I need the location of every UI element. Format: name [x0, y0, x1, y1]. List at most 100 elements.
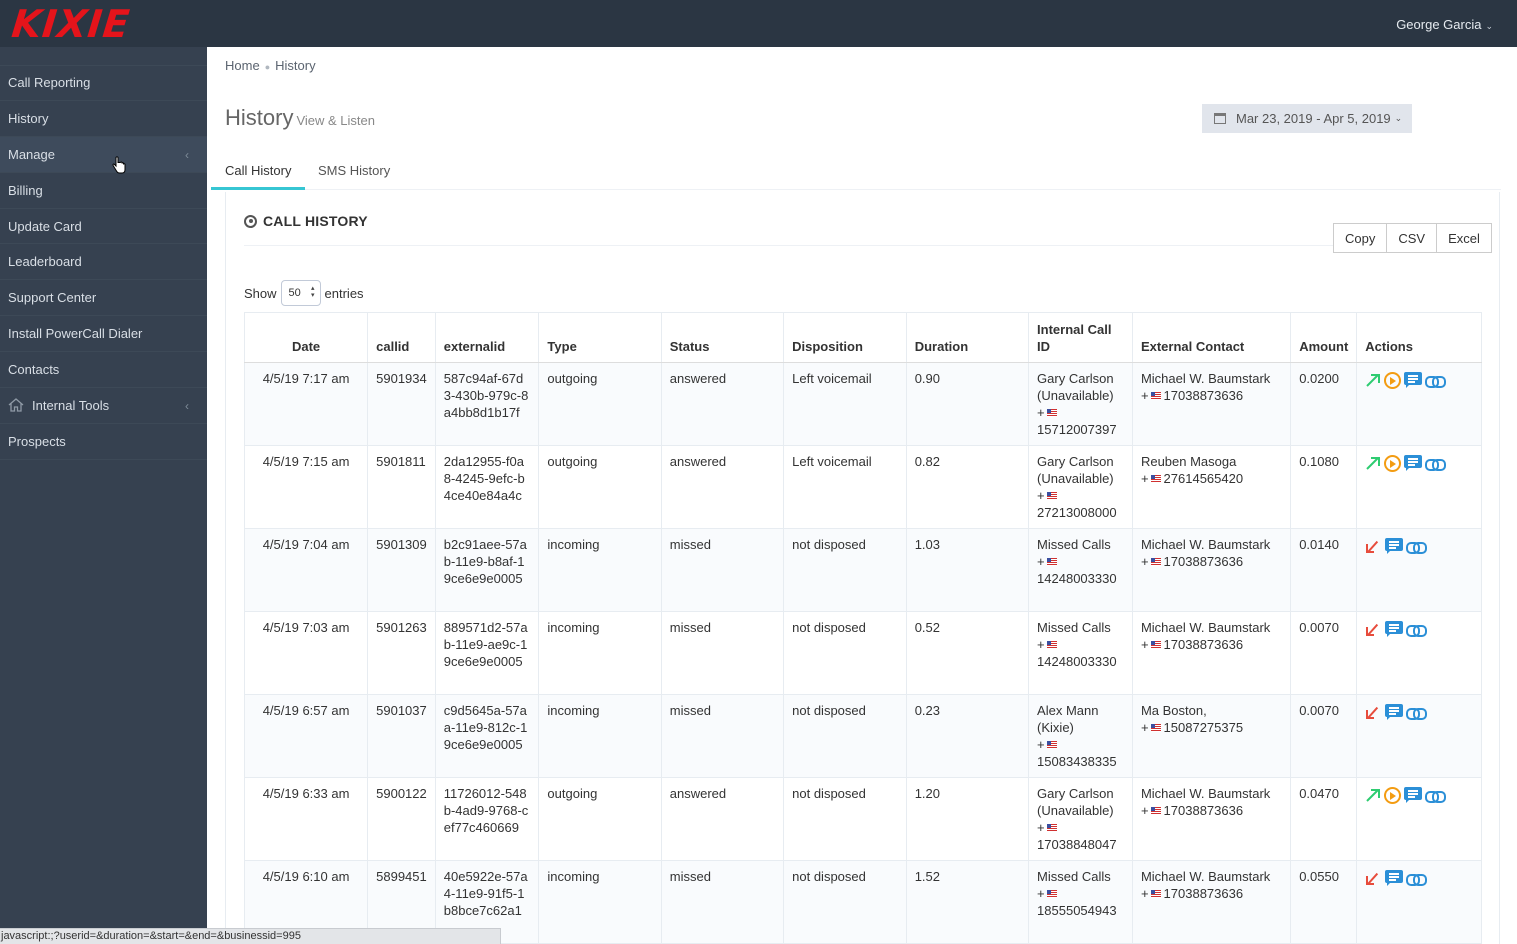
message-icon[interactable]	[1385, 870, 1404, 887]
csv-button[interactable]: CSV	[1387, 224, 1438, 252]
column-header-status[interactable]: Status	[660, 312, 785, 363]
column-header-type[interactable]: Type	[538, 312, 662, 363]
message-icon[interactable]	[1385, 538, 1404, 555]
cell-actions	[1356, 445, 1482, 529]
cell-status: missed	[660, 528, 785, 612]
cell-internal-call-id: Missed Calls +14248003330	[1028, 528, 1133, 612]
cell-duration: 1.52	[905, 860, 1030, 944]
missed-call-icon[interactable]	[1365, 539, 1382, 555]
cell-date: 4/5/19 7:03 am	[243, 611, 369, 695]
kixie-logo[interactable]: KIXIE	[9, 2, 133, 46]
sidebar-item-manage[interactable]: Manage ‹	[0, 136, 207, 173]
cell-callid: 5900122	[367, 777, 436, 861]
copy-button[interactable]: Copy	[1334, 224, 1388, 252]
tab-sms-history[interactable]: SMS History	[318, 163, 391, 178]
sidebar-item-label: Leaderboard	[8, 254, 82, 270]
external-name: Ma Boston,	[1140, 703, 1207, 718]
externalid-text: 11726012-548b-4ad9-9768-cef77c460669	[443, 786, 529, 835]
outgoing-call-icon[interactable]	[1365, 456, 1381, 472]
sidebar-item-internal-tools[interactable]: Internal Tools ‹	[0, 388, 207, 424]
sidebar-item-install-powercall-dialer[interactable]: Install PowerCall Dialer	[0, 316, 207, 353]
entries-select[interactable]: 50	[280, 280, 321, 306]
link-icon[interactable]	[1425, 375, 1447, 388]
message-icon[interactable]	[1404, 455, 1423, 472]
column-header-amount[interactable]: Amount	[1290, 312, 1358, 363]
top-navbar: KIXIE George Garcia ⌄	[0, 0, 1517, 47]
column-header-date[interactable]: Date	[243, 312, 369, 363]
message-icon[interactable]	[1385, 704, 1404, 721]
internal-number-line: +18555054943	[1037, 886, 1117, 918]
column-header-disposition[interactable]: Disposition	[783, 312, 907, 363]
cell-callid: 5901811	[367, 445, 436, 529]
outgoing-call-icon[interactable]	[1365, 788, 1381, 804]
sidebar-item-history[interactable]: History	[0, 101, 207, 137]
column-header-duration[interactable]: Duration	[905, 312, 1030, 363]
link-icon[interactable]	[1406, 541, 1428, 554]
excel-button[interactable]: Excel	[1437, 224, 1491, 252]
link-icon[interactable]	[1406, 624, 1428, 637]
sidebar-item-label: Manage	[8, 146, 55, 162]
row-actions	[1365, 453, 1473, 472]
sidebar-item-contacts[interactable]: Contacts	[0, 352, 207, 389]
sidebar-item-call-reporting[interactable]: Call Reporting	[0, 65, 207, 101]
page-title: History View & Listen	[225, 105, 375, 131]
call-history-table: Date callid externalid Type Status Dispo…	[243, 312, 1482, 944]
sidebar-item-leaderboard[interactable]: Leaderboard	[0, 244, 207, 281]
sidebar-item-prospects[interactable]: Prospects	[0, 424, 207, 460]
external-name: Michael W. Baumstark	[1140, 786, 1271, 801]
play-recording-icon[interactable]	[1384, 455, 1402, 472]
external-name: Michael W. Baumstark	[1140, 537, 1271, 552]
externalid-text: 889571d2-57ab-11e9-ae9c-19ce6e9e0005	[443, 620, 528, 669]
column-header-callid[interactable]: callid	[367, 312, 436, 363]
play-recording-icon[interactable]	[1384, 372, 1402, 389]
internal-name: Missed Calls	[1037, 537, 1111, 552]
internal-name: Gary Carlson (Unavailable)	[1037, 371, 1114, 403]
missed-call-icon[interactable]	[1365, 622, 1382, 638]
link-icon[interactable]	[1425, 458, 1447, 471]
link-icon[interactable]	[1406, 873, 1428, 886]
portlet-title: CALL HISTORY	[244, 213, 368, 229]
cell-date: 4/5/19 6:57 am	[243, 694, 369, 778]
column-header-external-contact[interactable]: External Contact	[1131, 312, 1292, 363]
entries-length-control: Show 50 entries	[244, 280, 364, 306]
sidebar-item-label: Internal Tools	[32, 397, 110, 413]
date-range-picker[interactable]: Mar 23, 2019 - Apr 5, 2019 ⌄	[1202, 104, 1412, 133]
row-actions	[1365, 868, 1473, 887]
tab-call-history[interactable]: Call History	[211, 163, 306, 190]
sidebar-item-support-center[interactable]: Support Center	[0, 280, 207, 317]
external-number: 27614565420	[1163, 471, 1244, 486]
hand-cursor-icon	[112, 156, 126, 179]
internal-number: 17038848047	[1037, 837, 1117, 852]
cell-callid: 5901309	[367, 528, 436, 612]
cell-actions	[1356, 860, 1482, 944]
external-name: Reuben Masoga	[1140, 454, 1237, 469]
message-icon[interactable]	[1404, 787, 1423, 804]
column-header-externalid[interactable]: externalid	[434, 312, 540, 363]
cell-type: incoming	[538, 694, 662, 778]
page-title-text: History	[225, 105, 294, 130]
column-header-internal-call-id[interactable]: Internal Call ID	[1028, 312, 1133, 363]
message-icon[interactable]	[1385, 621, 1404, 638]
cell-amount: 0.0070	[1290, 694, 1358, 778]
breadcrumb-home[interactable]: Home	[225, 58, 260, 73]
play-recording-icon[interactable]	[1384, 787, 1402, 804]
link-icon[interactable]	[1406, 707, 1428, 720]
missed-call-icon[interactable]	[1365, 705, 1382, 721]
cell-date: 4/5/19 6:33 am	[243, 777, 369, 861]
internal-number: 14248003330	[1037, 571, 1117, 586]
message-icon[interactable]	[1404, 372, 1423, 389]
sidebar-item-update-card[interactable]: Update Card	[0, 209, 207, 245]
external-number: 17038873636	[1163, 388, 1244, 403]
cell-actions	[1356, 362, 1482, 446]
outgoing-call-icon[interactable]	[1365, 373, 1381, 389]
internal-number: 18555054943	[1037, 903, 1117, 918]
cell-internal-call-id: Gary Carlson (Unavailable) +27213008000	[1028, 445, 1133, 529]
missed-call-icon[interactable]	[1365, 871, 1382, 887]
link-icon[interactable]	[1425, 790, 1447, 803]
us-flag-icon	[1150, 474, 1161, 483]
external-number-line: +17038873636	[1140, 803, 1244, 818]
page-subtitle: View & Listen	[296, 113, 375, 128]
sidebar-item-billing[interactable]: Billing	[0, 173, 207, 209]
sidebar-item-label: Contacts	[8, 362, 60, 378]
user-menu[interactable]: George Garcia ⌄	[1396, 17, 1493, 32]
